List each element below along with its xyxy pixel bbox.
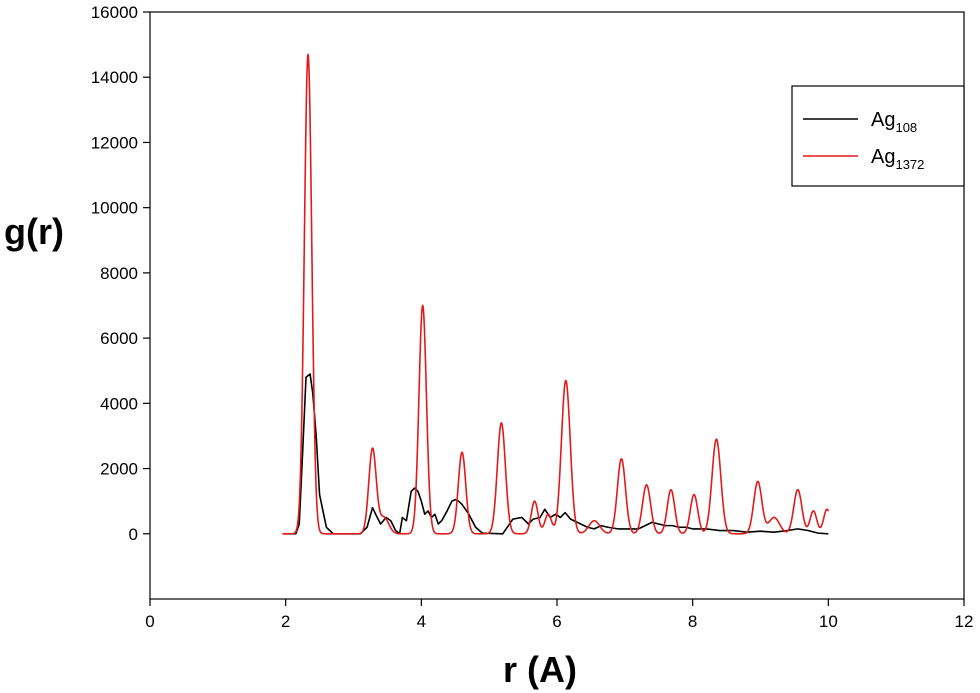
- y-tick-label: 10000: [91, 199, 138, 218]
- x-axis-label: r (A): [503, 649, 577, 690]
- legend-entry-ag1372: Ag1372: [871, 146, 924, 172]
- x-tick-label: 0: [145, 612, 154, 631]
- y-axis-label: g(r): [4, 211, 64, 252]
- x-tick-label: 4: [417, 612, 426, 631]
- x-tick-label: 8: [688, 612, 697, 631]
- y-tick-label: 6000: [100, 329, 138, 348]
- y-tick-label: 4000: [100, 394, 138, 413]
- x-tick-label: 12: [955, 612, 974, 631]
- x-axis-ticks: 0 2 4 6 8 10 12: [145, 599, 973, 631]
- legend-box: [791, 85, 965, 187]
- x-tick-label: 2: [281, 612, 290, 631]
- y-axis-ticks: 0 2000 4000 6000 8000 10000 12000 14000 16000: [91, 3, 150, 544]
- legend-entry-ag108: Ag108: [871, 109, 917, 135]
- x-tick-label: 10: [819, 612, 838, 631]
- y-tick-label: 8000: [100, 264, 138, 283]
- x-tick-label: 6: [552, 612, 561, 631]
- legend: Ag108 Ag1372: [791, 85, 965, 187]
- y-tick-label: 14000: [91, 68, 138, 87]
- series-group: [281, 53, 830, 535]
- y-tick-label: 0: [129, 525, 138, 544]
- y-tick-label: 2000: [100, 460, 138, 479]
- y-tick-label: 16000: [91, 3, 138, 22]
- series-line-ag1372: [281, 53, 830, 535]
- y-tick-label: 12000: [91, 133, 138, 152]
